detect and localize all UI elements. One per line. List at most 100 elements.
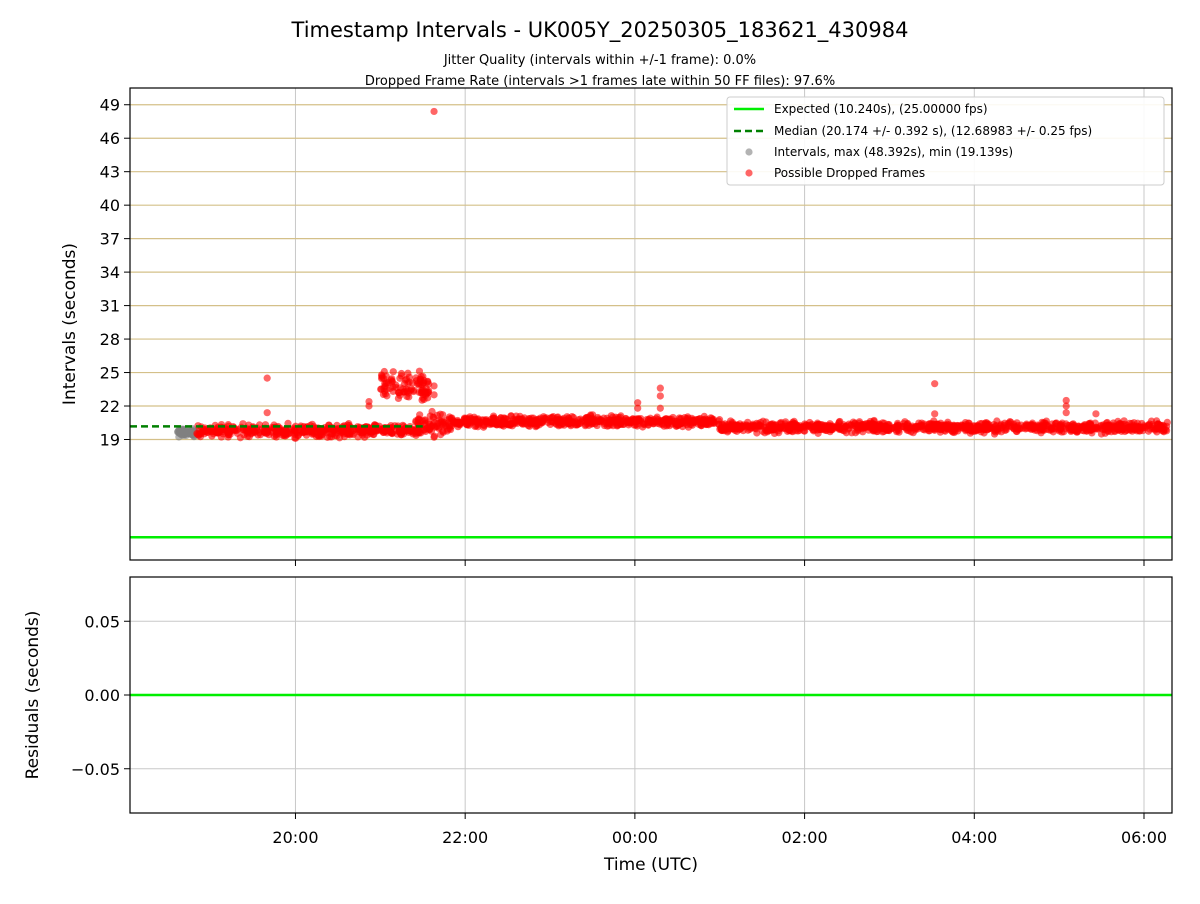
dropped-frame-point	[568, 413, 576, 421]
dropped-frame-point	[743, 423, 751, 431]
dropped-frame-point	[717, 425, 725, 433]
dropped-frame-point	[611, 416, 619, 424]
dropped-frame-point	[795, 424, 803, 432]
dropped-frame-point	[377, 385, 385, 393]
x-tick-label: 20:00	[272, 828, 318, 847]
dropped-frame-point	[977, 428, 985, 436]
chart-title: Timestamp Intervals - UK005Y_20250305_18…	[291, 18, 909, 43]
dropped-frame-point	[1033, 424, 1041, 432]
dropped-frame-point	[696, 417, 704, 425]
intervals-y-tick-label: 28	[100, 330, 120, 349]
dropped-frame-outlier	[931, 380, 939, 388]
dropped-frame-point	[437, 417, 445, 425]
dropped-frame-point	[198, 428, 206, 436]
x-axis-label: Time (UTC)	[603, 855, 698, 875]
dropped-frame-point	[1105, 421, 1113, 429]
dropped-frame-point	[683, 417, 691, 425]
dropped-frame-point	[1111, 427, 1119, 436]
dropped-frame-point	[533, 421, 541, 430]
dropped-frame-point	[1115, 423, 1124, 431]
dropped-frame-outlier	[634, 404, 642, 412]
dropped-frame-point	[355, 424, 363, 432]
residuals-panel: 0.05 0.00 −0.05 20:00 22:00 00:00 02:00 04:00 0…	[23, 576, 1173, 875]
dropped-frame-point	[672, 422, 681, 430]
dropped-frame-point	[925, 427, 934, 435]
residuals-y-tick-label: 0.00	[84, 686, 120, 705]
dropped-frame-point	[224, 433, 232, 441]
legend-intervals-label: Intervals, max (48.392s), min (19.139s)	[774, 145, 1013, 159]
dropped-frame-point	[662, 415, 670, 423]
dropped-frame-point	[574, 416, 583, 424]
intervals-y-tick-label: 43	[100, 163, 120, 182]
dropped-frame-point	[870, 420, 878, 428]
dropped-frame-point	[437, 431, 445, 439]
legend: Expected (10.240s), (25.00000 fps) Media…	[726, 96, 1165, 186]
dropped-frame-point	[597, 416, 605, 424]
dropped-frame-point	[535, 415, 544, 424]
dropped-frame-point	[491, 415, 499, 423]
dropped-frame-point	[412, 417, 420, 425]
dropped-frame-point	[397, 369, 406, 378]
dropped-frame-point	[1014, 421, 1022, 430]
dropped-frame-point	[568, 418, 577, 426]
dropped-frame-point	[507, 412, 515, 420]
dropped-frame-point	[424, 377, 432, 385]
dropped-frame-point	[388, 375, 396, 383]
dropped-frame-point	[854, 424, 862, 432]
dropped-frame-point	[808, 422, 816, 430]
dropped-frame-point	[754, 422, 763, 430]
intervals-y-tick-label: 49	[100, 96, 120, 115]
interval-point	[184, 429, 192, 438]
dropped-frame-point	[204, 428, 212, 437]
dropped-frame-point	[1001, 419, 1009, 427]
dropped-frame-outlier	[656, 384, 664, 392]
dropped-frame-point	[764, 427, 773, 435]
dropped-frame-outlier	[1062, 402, 1070, 410]
dropped-frame-point	[762, 418, 770, 426]
dropped-frame-point	[633, 417, 642, 425]
dropped-frame-point	[422, 425, 431, 433]
dropped-frame-point	[1136, 427, 1144, 435]
x-tick-label: 22:00	[442, 828, 488, 847]
residuals-x-ticks: 20:00 22:00 00:00 02:00 04:00 06:00	[272, 813, 1167, 847]
dropped-frame-outlier	[931, 410, 939, 418]
dropped-frame-outlier	[1092, 410, 1100, 418]
dropped-frame-point	[801, 420, 809, 428]
dropped-frame-point	[640, 420, 648, 429]
dropped-frame-point	[885, 420, 893, 429]
dropped-frame-point	[421, 416, 429, 424]
legend-dropped-label: Possible Dropped Frames	[774, 166, 925, 180]
dropped-frame-point	[1157, 421, 1165, 430]
dropped-frame-point	[428, 407, 436, 416]
dropped-frame-point	[1023, 421, 1031, 429]
dropped-frame-point	[665, 422, 674, 430]
dropped-frame-point	[433, 411, 441, 420]
legend-median-label: Median (20.174 +/- 0.392 s), (12.68983 +…	[774, 124, 1092, 138]
dropped-frame-outlier	[263, 374, 271, 382]
dropped-frame-point	[955, 424, 963, 433]
dropped-frame-point	[788, 427, 796, 435]
interval-point	[177, 430, 185, 438]
dropped-frame-point	[524, 417, 532, 425]
intervals-y-tick-label: 37	[100, 230, 120, 249]
dropped-frame-point	[306, 425, 314, 434]
dropped-frame-point	[415, 367, 424, 375]
dropped-frame-outlier	[1062, 396, 1070, 405]
dropped-frame-outlier	[656, 404, 664, 412]
dropped-frame-point	[447, 414, 455, 422]
dropped-frame-point	[1064, 422, 1072, 430]
intervals-y-tick-label: 34	[100, 263, 120, 282]
dropped-frame-point	[367, 430, 375, 438]
intervals-axes-frame	[129, 87, 1173, 561]
dropped-frame-point	[860, 420, 868, 428]
dropped-frame-point	[1049, 424, 1057, 432]
legend-intervals-swatch	[745, 148, 753, 156]
dropped-frame-point	[1092, 423, 1100, 432]
x-tick-label: 06:00	[1121, 828, 1167, 847]
dropped-frame-point	[1120, 417, 1128, 425]
dropped-frame-point	[931, 421, 939, 430]
dropped-frame-point	[263, 426, 271, 434]
intervals-y-tick-label: 31	[100, 297, 120, 316]
legend-expected-label: Expected (10.240s), (25.00000 fps)	[774, 102, 988, 116]
